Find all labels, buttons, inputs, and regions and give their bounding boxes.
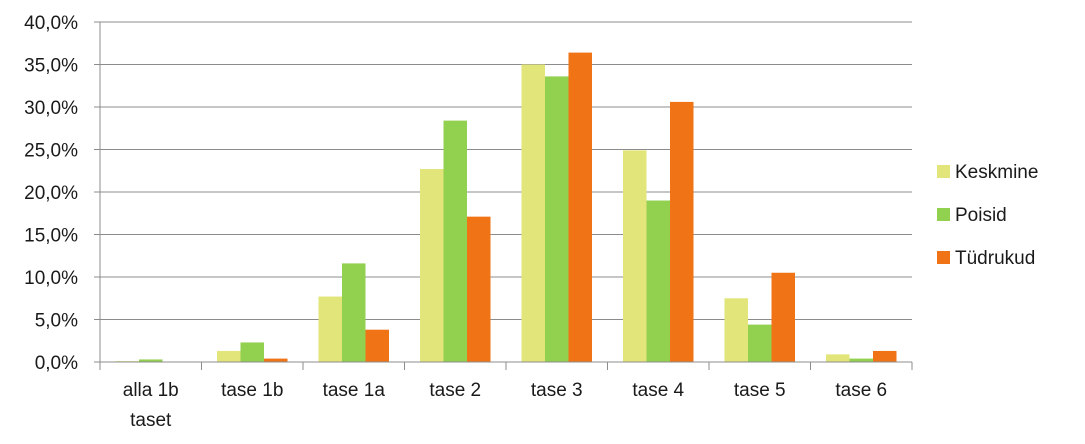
bar	[467, 216, 491, 362]
legend-item: Tüdrukud	[937, 248, 1035, 269]
bar	[139, 359, 163, 362]
y-tick-label: 15,0%	[24, 226, 78, 247]
bar	[849, 358, 873, 362]
legend-swatch	[937, 251, 950, 264]
x-tick-label: tase 5	[734, 380, 786, 401]
legend-item: Poisid	[937, 205, 1007, 226]
x-tick-label: tase 1a	[323, 380, 386, 401]
bar	[217, 350, 241, 362]
y-tick-label: 20,0%	[24, 183, 78, 204]
bar	[724, 298, 748, 362]
legend-label: Keskmine	[955, 162, 1038, 183]
bars	[115, 52, 897, 363]
y-tick-label: 40,0%	[24, 13, 78, 34]
legend-swatch	[937, 165, 950, 178]
bar	[264, 358, 288, 362]
legend-swatch	[937, 208, 950, 221]
bar	[365, 329, 389, 362]
legend-label: Tüdrukud	[955, 248, 1035, 269]
x-tick-label: tase 6	[835, 380, 887, 401]
legend-label: Poisid	[955, 205, 1007, 226]
legend-item: Keskmine	[937, 162, 1038, 183]
bar	[771, 272, 795, 362]
y-tick-labels: 0,0% 5,0% 10,0% 15,0% 20,0% 25,0% 30,0% 35,0% 40…	[24, 13, 78, 374]
bar	[342, 263, 366, 362]
y-tick-label: 30,0%	[24, 98, 78, 119]
bar	[670, 101, 694, 363]
bar	[646, 200, 670, 362]
bar	[873, 350, 897, 362]
gridlines	[100, 21, 912, 320]
x-tick-label: tase 4	[632, 380, 684, 401]
axes	[94, 21, 913, 370]
bar	[420, 169, 444, 362]
x-tick-label: tase 2	[429, 380, 481, 401]
legend: Keskmine Poisid Tüdrukud	[937, 162, 1038, 269]
y-tick-label: 35,0%	[24, 56, 78, 77]
bar	[545, 76, 569, 363]
bar	[240, 342, 264, 362]
bar	[521, 64, 545, 362]
x-tick-label: alla 1b taset	[123, 380, 179, 431]
x-tick-label: tase 3	[531, 380, 583, 401]
y-tick-label: 10,0%	[24, 268, 78, 289]
bar	[748, 324, 772, 362]
bar	[443, 120, 467, 362]
bar	[318, 296, 342, 362]
y-tick-label: 5,0%	[35, 311, 78, 332]
x-tick-labels: alla 1b taset tase 1b tase 1a tase 2 tase 3 ta…	[123, 380, 887, 431]
bar	[568, 52, 592, 362]
bar	[623, 150, 647, 362]
y-tick-label: 25,0%	[24, 141, 78, 162]
bar	[826, 354, 850, 362]
x-tick-label: tase 1b	[221, 380, 283, 401]
y-tick-label: 0,0%	[35, 353, 78, 374]
